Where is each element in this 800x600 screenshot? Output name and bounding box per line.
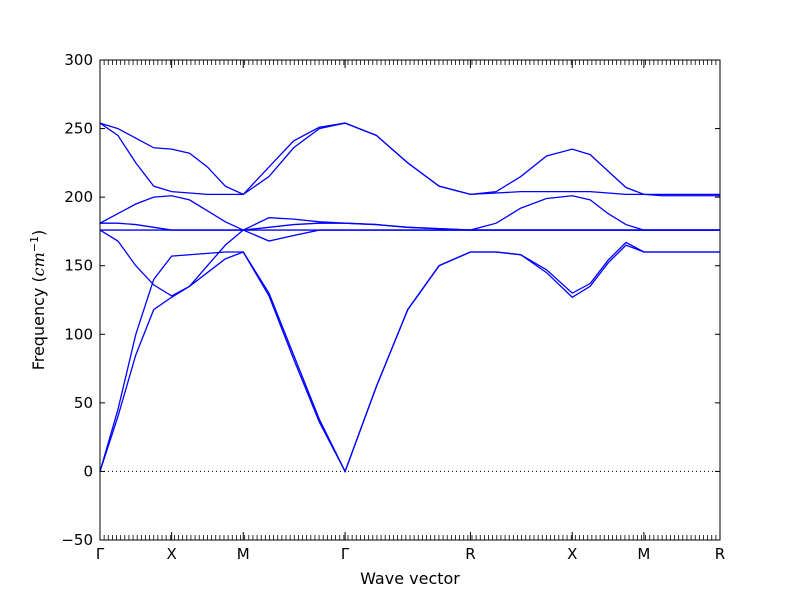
plot-frame [99, 59, 721, 541]
y-tick-label: 0 [83, 462, 93, 480]
phonon-bands [99, 122, 720, 474]
y-tick-label: 50 [74, 394, 93, 412]
band-line-8 [99, 122, 720, 197]
x-tick-label: X [567, 545, 577, 563]
band-line-6 [99, 195, 720, 231]
band-line-2 [99, 241, 720, 474]
x-tick-label: X [166, 545, 176, 563]
x-axis-label: Wave vector [360, 569, 460, 588]
y-axis-ticks: −50 0 50 100 150 200 250 300 [61, 51, 720, 549]
x-tick-label: Γ [96, 545, 105, 563]
x-tick-label: R [465, 545, 475, 563]
y-axis-label: Frequency (cm−1) [28, 230, 48, 371]
y-tick-label: −50 [61, 531, 93, 549]
y-tick-label: 100 [64, 325, 93, 343]
y-tick-label: 300 [64, 51, 93, 69]
x-tick-label: M [237, 545, 250, 563]
x-tick-label: R [715, 545, 725, 563]
x-tick-label: M [637, 545, 650, 563]
y-tick-label: 200 [64, 188, 93, 206]
y-tick-label: 150 [64, 257, 93, 275]
y-tick-label: 250 [64, 120, 93, 138]
x-tick-label: Γ [341, 545, 350, 563]
